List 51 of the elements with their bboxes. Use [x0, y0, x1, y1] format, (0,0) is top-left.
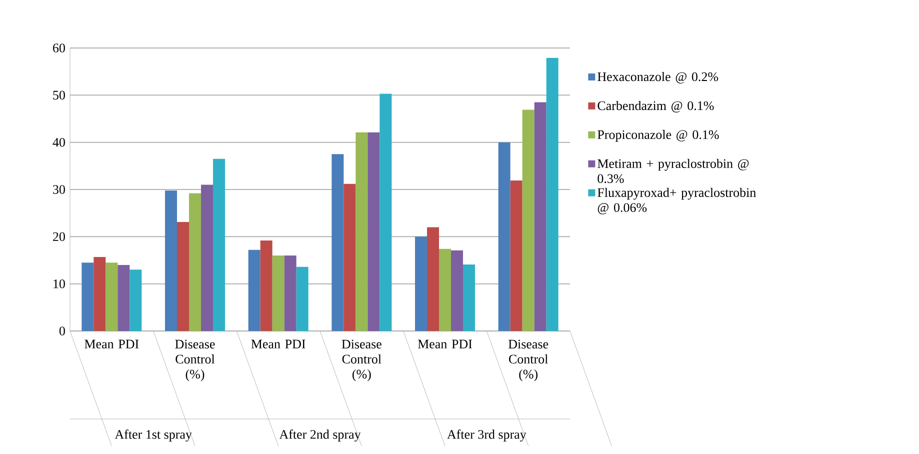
bar — [344, 184, 356, 331]
y-tick-label: 30 — [53, 185, 65, 194]
y-tick-label: 20 — [53, 232, 65, 242]
bar — [498, 142, 510, 331]
bar — [510, 180, 522, 331]
x-tick-label: Mean PDI — [84, 340, 139, 348]
bar — [296, 266, 308, 331]
bar — [177, 222, 190, 331]
bar — [272, 256, 284, 331]
bar — [463, 264, 476, 331]
bar — [451, 250, 464, 331]
bar — [356, 132, 368, 331]
bar — [427, 227, 440, 331]
bar — [332, 154, 344, 331]
x-tick-label: Disease Control (%) — [508, 340, 548, 382]
text: After 1st spray — [114, 430, 192, 442]
bar — [284, 256, 296, 331]
x-tick-label: Mean PDI — [418, 340, 472, 348]
bar — [118, 264, 130, 331]
x-tick-label: Mean PDI — [251, 340, 306, 348]
bar — [106, 262, 118, 331]
bar — [522, 110, 534, 331]
legend-label: Fluxapyroxad+ pyraclostrobin @ 0.06% — [598, 188, 756, 214]
bar — [546, 58, 558, 331]
bar — [130, 270, 142, 331]
y-tick-label: 0 — [59, 326, 65, 336]
y-tick-label: 60 — [53, 44, 65, 52]
text: After 3rd spray — [447, 430, 526, 442]
bar — [534, 102, 546, 331]
bar — [165, 190, 178, 331]
bar — [260, 240, 272, 331]
bar — [213, 158, 226, 331]
bar — [82, 262, 94, 331]
y-tick-label: 50 — [53, 90, 65, 100]
legend-label: Hexaconazole @ 0.2% — [598, 72, 718, 84]
bar — [248, 250, 260, 331]
bar — [439, 248, 452, 331]
bar — [94, 256, 106, 331]
bar — [201, 184, 214, 331]
bar — [415, 236, 428, 331]
x-tick-label: Disease Control (%) — [175, 340, 215, 382]
legend-label: Propiconazole @ 0.1% — [598, 130, 719, 142]
x-tick-label: Disease Control (%) — [342, 340, 382, 382]
text: After 2nd spray — [279, 430, 361, 442]
legend-label: Carbendazim @ 0.1% — [598, 100, 714, 112]
y-tick-label: 40 — [52, 138, 65, 147]
bar — [189, 193, 202, 331]
legend-label: Metiram + pyraclostrobin @ 0.3% — [598, 158, 749, 184]
y-tick-label: 10 — [54, 279, 65, 288]
bar — [368, 132, 380, 331]
bar — [380, 94, 392, 331]
